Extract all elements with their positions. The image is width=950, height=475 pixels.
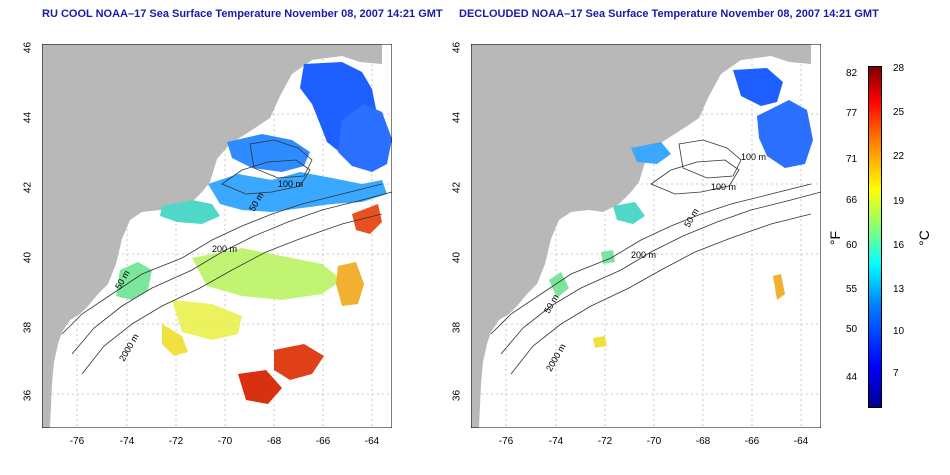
land-mass bbox=[471, 44, 811, 428]
cb-f-label: 71 bbox=[846, 154, 858, 165]
lon-tick: -70 bbox=[217, 436, 233, 447]
sst-cold bbox=[631, 68, 813, 168]
lat-tick: 44 bbox=[22, 111, 34, 124]
cb-f-label: 77 bbox=[846, 108, 858, 119]
lon-tick: -72 bbox=[597, 436, 613, 447]
cb-c-label: 16 bbox=[893, 240, 905, 251]
cb-f-label: 44 bbox=[846, 372, 858, 383]
contour-label: 100 m bbox=[278, 179, 303, 189]
cb-c-label: 7 bbox=[893, 368, 899, 379]
colorbar bbox=[868, 66, 882, 408]
cb-c-label: 25 bbox=[893, 107, 905, 118]
sst-mid bbox=[116, 200, 342, 340]
lon-tick: -74 bbox=[548, 436, 564, 447]
unit-celsius: °C bbox=[915, 230, 932, 246]
bathymetry-contours bbox=[490, 139, 821, 375]
lon-tick: -68 bbox=[266, 436, 282, 447]
lon-tick: -74 bbox=[119, 436, 135, 447]
lat-tick: 40 bbox=[22, 251, 34, 264]
map-panel-right: 100 m 50 m 100 m 200 m 50 m 2000 m bbox=[471, 44, 821, 428]
land-mass bbox=[42, 44, 382, 428]
lon-tick: -64 bbox=[364, 436, 380, 447]
lon-tick: -72 bbox=[168, 436, 184, 447]
lon-tick: -70 bbox=[646, 436, 662, 447]
map-left: 50 m 100 m 200 m 50 m 2000 m bbox=[42, 44, 392, 428]
lat-tick: 42 bbox=[451, 181, 463, 194]
cb-c-label: 22 bbox=[893, 151, 905, 162]
lat-tick: 44 bbox=[451, 111, 463, 124]
cb-c-label: 10 bbox=[893, 326, 905, 337]
lon-tick: -66 bbox=[315, 436, 331, 447]
cb-f-label: 55 bbox=[846, 284, 858, 295]
contour-label: 100 m bbox=[741, 152, 766, 162]
cb-f-label: 82 bbox=[846, 68, 858, 79]
lat-tick: 38 bbox=[451, 321, 463, 334]
lon-tick: -64 bbox=[793, 436, 809, 447]
map-right: 100 m 50 m 100 m 200 m 50 m 2000 m bbox=[471, 44, 821, 428]
sst-cold bbox=[208, 62, 392, 212]
cb-c-label: 19 bbox=[893, 196, 905, 207]
title-left: RU COOL NOAA–17 Sea Surface Temperature … bbox=[42, 8, 443, 20]
contour-label: 100 m bbox=[711, 182, 736, 192]
cb-f-label: 60 bbox=[846, 240, 858, 251]
cb-f-label: 50 bbox=[846, 324, 858, 335]
lon-tick: -76 bbox=[69, 436, 85, 447]
bathymetry-contours bbox=[61, 139, 392, 375]
lat-tick: 38 bbox=[22, 321, 34, 334]
sst-warm bbox=[593, 274, 785, 348]
contour-label: 200 m bbox=[212, 244, 237, 254]
lat-tick: 46 bbox=[22, 41, 34, 54]
cb-f-label: 66 bbox=[846, 195, 858, 206]
cb-c-label: 13 bbox=[893, 284, 905, 295]
sst-warm bbox=[162, 204, 382, 404]
title-right: DECLOUDED NOAA–17 Sea Surface Temperatur… bbox=[459, 8, 879, 20]
lon-tick: -66 bbox=[744, 436, 760, 447]
cb-c-label: 28 bbox=[893, 63, 905, 74]
lon-tick: -76 bbox=[498, 436, 514, 447]
lon-tick: -68 bbox=[695, 436, 711, 447]
unit-fahrenheit: °F bbox=[827, 230, 844, 246]
lat-tick: 36 bbox=[22, 389, 34, 402]
contour-label: 200 m bbox=[631, 250, 656, 260]
map-panel-left: 50 m 100 m 200 m 50 m 2000 m bbox=[42, 44, 392, 428]
lat-tick: 36 bbox=[451, 389, 463, 402]
lat-tick: 40 bbox=[451, 251, 463, 264]
lat-tick: 46 bbox=[451, 41, 463, 54]
lat-tick: 42 bbox=[22, 181, 34, 194]
